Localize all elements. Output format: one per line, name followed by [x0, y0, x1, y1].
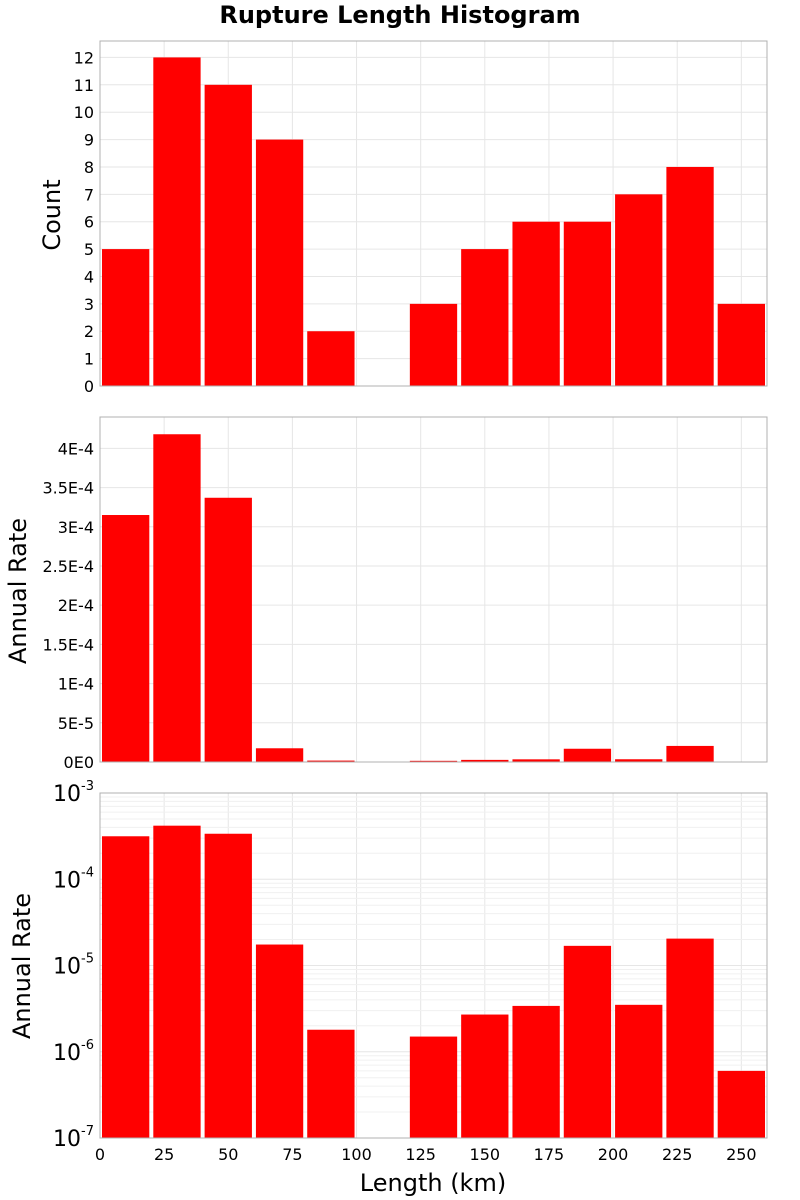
bar — [512, 759, 560, 762]
x-tick-label: 100 — [341, 1145, 372, 1164]
x-tick-label: 75 — [282, 1145, 302, 1164]
y-tick-label: 8 — [84, 158, 94, 177]
y-tick-label: 4 — [84, 267, 94, 286]
x-tick-label: 50 — [218, 1145, 238, 1164]
bar — [512, 1005, 560, 1138]
x-tick-label: 225 — [662, 1145, 693, 1164]
x-tick-label: 0 — [95, 1145, 105, 1164]
x-tick-label: 175 — [534, 1145, 565, 1164]
y-tick-label: 10-3 — [53, 779, 94, 807]
bar — [204, 833, 252, 1138]
bar — [409, 303, 458, 386]
bar — [615, 1004, 663, 1138]
bar — [307, 1029, 355, 1138]
y-tick-label: 0E0 — [64, 753, 94, 772]
y-tick-label: 3E-4 — [58, 518, 94, 537]
plot-frame — [99, 416, 768, 763]
y-tick-label: 10 — [74, 103, 94, 122]
y-axis-label-count: Count — [38, 179, 66, 250]
bar — [461, 1014, 509, 1138]
y-tick-label: 7 — [84, 185, 94, 204]
y-tick-label: 0 — [84, 377, 94, 396]
y-tick-label: 4E-4 — [58, 439, 94, 458]
panel-annual-rate-linear: Annual Rate 0E0 5E-5 1E-4 1.5E-4 2E-4 2.5E-4 3… — [4, 416, 768, 772]
bar — [409, 760, 458, 762]
x-tick-label: 250 — [726, 1145, 757, 1164]
y-tick-label: 1 — [84, 350, 94, 369]
y-tick-label: 10-7 — [53, 1124, 94, 1152]
y-tick-label: 11 — [74, 76, 94, 95]
x-tick-label: 125 — [405, 1145, 436, 1164]
plot-frame — [99, 40, 768, 387]
bar — [717, 303, 765, 386]
bar — [255, 944, 304, 1138]
bar — [666, 938, 714, 1138]
bar — [461, 759, 509, 762]
bar — [102, 515, 150, 762]
y-axis-label-annual-rate-linear: Annual Rate — [4, 518, 32, 664]
bar — [204, 497, 252, 762]
bar — [461, 249, 509, 386]
y-tick-label: 2E-4 — [58, 596, 94, 615]
y-tick-label: 5E-5 — [58, 714, 94, 733]
bar — [666, 166, 714, 386]
bar — [307, 760, 355, 762]
x-tick-label: 25 — [154, 1145, 174, 1164]
y-axis-label-annual-rate-log: Annual Rate — [8, 893, 36, 1039]
y-tick-label: 10-5 — [53, 952, 94, 980]
y-tick-label: 10-6 — [53, 1038, 94, 1066]
x-axis: 0 25 50 75 100 125 150 175 200 225 250 — [95, 1145, 757, 1164]
bar — [409, 1036, 458, 1138]
bar — [153, 57, 201, 387]
y-tick-label: 1E-4 — [58, 675, 94, 694]
y-tick-label: 1.5E-4 — [42, 635, 94, 654]
bar — [563, 748, 612, 762]
bar — [307, 331, 355, 386]
y-tick-label: 5 — [84, 240, 94, 259]
bar — [255, 139, 304, 386]
bar — [563, 221, 612, 386]
x-tick-label: 200 — [598, 1145, 629, 1164]
bar — [153, 825, 201, 1138]
x-axis-label: Length (km) — [360, 1169, 506, 1197]
y-tick-label: 3.5E-4 — [42, 479, 94, 498]
panel-annual-rate-log: Annual Rate 10-7 10-6 10-5 10-4 10-3 — [8, 779, 768, 1152]
bar — [615, 759, 663, 762]
y-tick-label: 10-4 — [53, 865, 94, 893]
chart-title: Rupture Length Histogram — [219, 1, 580, 29]
y-tick-label: 6 — [84, 213, 94, 232]
bar — [563, 945, 612, 1138]
y-tick-label: 9 — [84, 131, 94, 150]
bar — [615, 194, 663, 386]
bar — [153, 434, 201, 762]
x-tick-label: 150 — [470, 1145, 501, 1164]
y-tick-label: 12 — [74, 48, 94, 67]
plot-frame — [99, 792, 768, 1139]
bar — [666, 745, 714, 762]
bar — [102, 836, 150, 1138]
y-tick-label: 2.5E-4 — [42, 557, 94, 576]
bar — [102, 249, 150, 386]
bar — [204, 84, 252, 387]
bar — [255, 748, 304, 762]
bar — [717, 1070, 765, 1138]
y-tick-label: 2 — [84, 322, 94, 341]
bar — [512, 221, 560, 386]
y-tick-label: 3 — [84, 295, 94, 314]
